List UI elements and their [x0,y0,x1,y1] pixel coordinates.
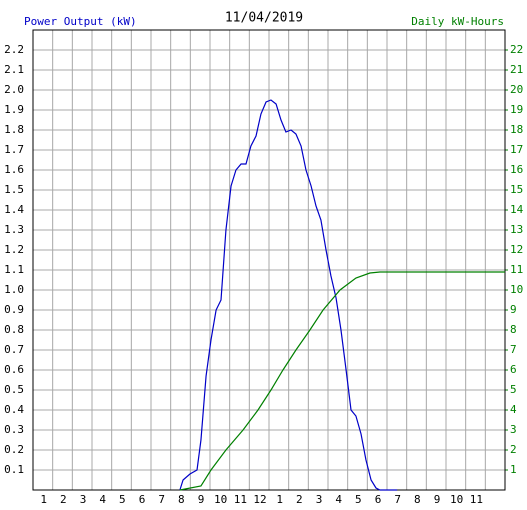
x-tick-label: 11 [234,493,247,506]
x-tick-label: 1 [276,493,283,506]
x-tick-label: 9 [198,493,205,506]
x-tick-label: 12 [253,493,266,506]
y-tick-label: 1.8 [4,123,24,136]
x-tick-label: 8 [414,493,421,506]
y2-tick-label: 3 [510,423,517,436]
y2-tick-label: 17 [510,143,523,156]
y2-tick-label: 12 [510,243,523,256]
y-tick-label: 2.2 [4,43,24,56]
plot-border [32,29,506,491]
x-tick-label: 1 [40,493,47,506]
y-tick-label: 1.6 [4,163,24,176]
y2-tick-label: 13 [510,223,523,236]
y2-tick-label: 16 [510,163,523,176]
y2-tick-label: 11 [510,263,523,276]
y-tick-label: 0.5 [4,383,24,396]
y-tick-label: 1.7 [4,143,24,156]
x-tick-label: 4 [335,493,342,506]
x-tick-label: 6 [139,493,146,506]
y2-tick-label: 10 [510,283,523,296]
y-tick-label: 1.0 [4,283,24,296]
x-tick-label: 2 [296,493,303,506]
y2-tick-label: 6 [510,363,517,376]
x-tick-label: 11 [470,493,483,506]
y2-tick-label: 14 [510,203,524,216]
y-tick-label: 2.1 [4,63,24,76]
series-line [179,271,505,491]
y-tick-label: 1.9 [4,103,24,116]
x-tick-label: 7 [158,493,165,506]
x-tick-label: 5 [355,493,362,506]
series-line [179,99,398,491]
y2-tick-label: 1 [510,463,517,476]
y2-tick-label: 21 [510,63,523,76]
x-tick-label: 10 [214,493,227,506]
y2-tick-label: 18 [510,123,523,136]
y-tick-label: 0.9 [4,303,24,316]
y2-tick-label: 22 [510,43,523,56]
y2-tick-label: 20 [510,83,523,96]
y-tick-label: 1.3 [4,223,24,236]
y-tick-label: 0.3 [4,423,24,436]
y-axis-label: Power Output (kW) [24,15,137,28]
chart-title: 11/04/2019 [225,11,303,26]
y2-tick-label: 2 [510,443,517,456]
x-tick-label: 4 [99,493,106,506]
y2-axis-label: Daily kW-Hours [411,15,504,28]
y-tick-label: 0.1 [4,463,24,476]
x-tick-label: 7 [394,493,401,506]
y-tick-label: 1.1 [4,263,24,276]
x-tick-label: 8 [178,493,185,506]
y2-tick-label: 8 [510,323,517,336]
y-tick-label: 0.2 [4,443,24,456]
x-tick-label: 6 [375,493,382,506]
y-tick-label: 0.8 [4,323,24,336]
y-tick-label: 1.5 [4,183,24,196]
x-tick-label: 10 [450,493,463,506]
x-tick-label: 9 [434,493,441,506]
y-tick-label: 2.0 [4,83,24,96]
y-tick-label: 1.4 [4,203,24,216]
y2-tick-label: 19 [510,103,523,116]
y2-tick-label: 5 [510,383,517,396]
y-tick-label: 1.2 [4,243,24,256]
y2-tick-label: 7 [510,343,517,356]
x-tick-label: 3 [80,493,87,506]
y-tick-label: 0.7 [4,343,24,356]
y-tick-label: 0.6 [4,363,24,376]
y2-tick-label: 15 [510,183,523,196]
x-tick-label: 3 [316,493,323,506]
y2-tick-label: 4 [510,403,517,416]
y-tick-label: 0.4 [4,403,24,416]
y2-tick-label: 9 [510,303,517,316]
x-tick-label: 5 [119,493,126,506]
x-tick-label: 2 [60,493,67,506]
